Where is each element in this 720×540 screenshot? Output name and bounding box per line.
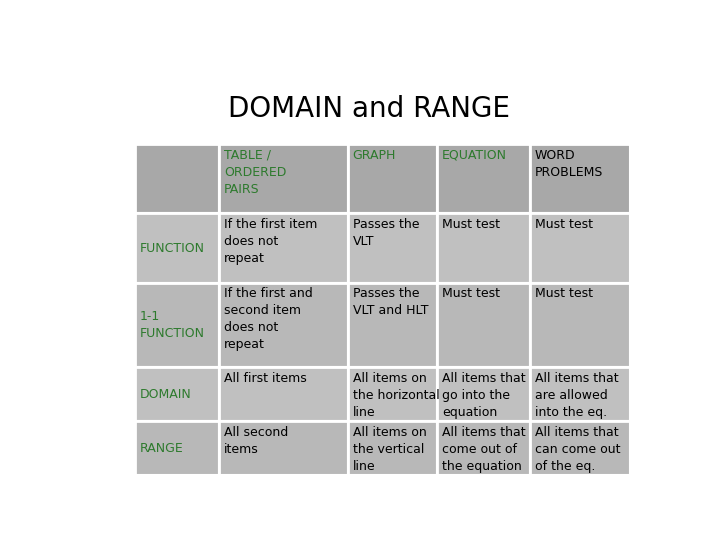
Text: Passes the
VLT and HLT: Passes the VLT and HLT xyxy=(353,287,428,318)
Text: RANGE: RANGE xyxy=(140,442,184,455)
Bar xyxy=(348,213,437,283)
Bar xyxy=(348,283,437,367)
Text: All items that
come out of
the equation: All items that come out of the equation xyxy=(442,426,526,473)
Text: TABLE /
ORDERED
PAIRS: TABLE / ORDERED PAIRS xyxy=(224,148,287,195)
Text: Must test: Must test xyxy=(442,287,500,300)
Bar xyxy=(530,283,630,367)
Text: Must test: Must test xyxy=(535,287,593,300)
Bar xyxy=(135,213,220,283)
Bar xyxy=(437,144,530,213)
Bar xyxy=(135,144,220,213)
Text: Passes the
VLT: Passes the VLT xyxy=(353,218,419,248)
Bar xyxy=(530,213,630,283)
Text: WORD
PROBLEMS: WORD PROBLEMS xyxy=(535,148,603,179)
Text: DOMAIN and RANGE: DOMAIN and RANGE xyxy=(228,96,510,124)
Bar xyxy=(437,283,530,367)
Text: If the first and
second item
does not
repeat: If the first and second item does not re… xyxy=(224,287,312,352)
Bar xyxy=(135,421,220,475)
Bar xyxy=(437,421,530,475)
Text: 1-1
FUNCTION: 1-1 FUNCTION xyxy=(140,310,204,340)
Bar xyxy=(135,283,220,367)
Text: All items that
can come out
of the eq.: All items that can come out of the eq. xyxy=(535,426,621,473)
Bar xyxy=(220,213,348,283)
Text: DOMAIN: DOMAIN xyxy=(140,388,192,401)
Text: Must test: Must test xyxy=(442,218,500,231)
Bar xyxy=(220,144,348,213)
Bar xyxy=(135,367,220,421)
Bar xyxy=(348,144,437,213)
Text: All items on
the vertical
line: All items on the vertical line xyxy=(353,426,426,473)
Bar xyxy=(220,367,348,421)
Bar xyxy=(437,367,530,421)
Bar xyxy=(530,144,630,213)
Bar xyxy=(437,213,530,283)
Text: All first items: All first items xyxy=(224,372,307,385)
Text: If the first item
does not
repeat: If the first item does not repeat xyxy=(224,218,318,265)
Bar xyxy=(220,421,348,475)
Text: EQUATION: EQUATION xyxy=(442,148,507,162)
Text: Must test: Must test xyxy=(535,218,593,231)
Bar xyxy=(348,421,437,475)
Text: All items that
are allowed
into the eq.: All items that are allowed into the eq. xyxy=(535,372,618,419)
Bar xyxy=(530,421,630,475)
Text: All items on
the horizontal
line: All items on the horizontal line xyxy=(353,372,439,419)
Text: All second
items: All second items xyxy=(224,426,288,456)
Bar xyxy=(348,367,437,421)
Text: All items that
go into the
equation: All items that go into the equation xyxy=(442,372,526,419)
Bar xyxy=(220,283,348,367)
Text: FUNCTION: FUNCTION xyxy=(140,241,204,254)
Bar xyxy=(530,367,630,421)
Text: GRAPH: GRAPH xyxy=(353,148,396,162)
